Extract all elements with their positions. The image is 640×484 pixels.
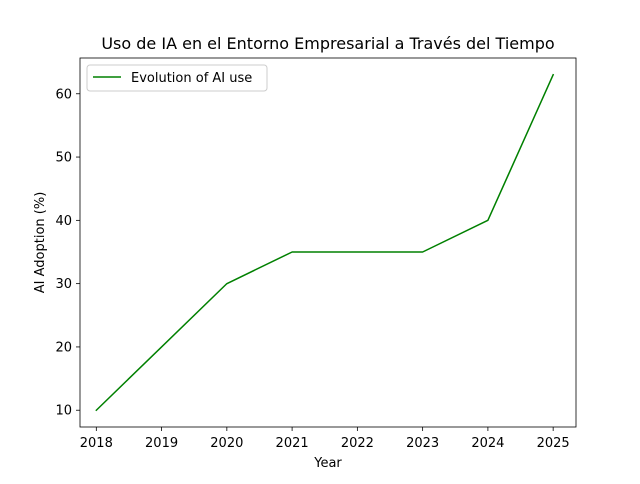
- y-tick-label: 10: [55, 404, 72, 419]
- plot-area: 2018 2019 2020 2021 2022 2023 2024 2025 10 20 30 4…: [55, 57, 577, 451]
- y-axis: 10 20 30 40 50 60: [55, 87, 80, 419]
- x-tick-label: 2023: [406, 436, 439, 451]
- legend: Evolution of AI use: [86, 64, 268, 92]
- y-tick-label: 60: [55, 87, 72, 102]
- plot-frame: [79, 57, 577, 428]
- x-tick-label: 2018: [80, 436, 113, 451]
- x-tick-label: 2021: [276, 436, 309, 451]
- x-tick-label: 2022: [341, 436, 374, 451]
- y-tick-label: 30: [55, 277, 72, 292]
- legend-box: [86, 64, 268, 92]
- y-tick-label: 20: [55, 340, 72, 355]
- x-tick-label: 2024: [471, 436, 504, 451]
- y-axis-label: AI Adoption (%): [33, 192, 48, 294]
- x-axis-label: Year: [313, 456, 342, 471]
- y-tick-label: 40: [55, 214, 72, 229]
- x-axis: 2018 2019 2020 2021 2022 2023 2024 2025: [80, 427, 570, 451]
- y-tick-label: 50: [55, 151, 72, 166]
- x-tick-label: 2025: [537, 436, 570, 451]
- x-tick-label: 2020: [210, 436, 243, 451]
- legend-label: Evolution of AI use: [131, 71, 252, 86]
- chart-title: Uso de IA en el Entorno Empresarial a Tr…: [101, 34, 554, 53]
- series-line-evolution-of-ai-use: [95, 73, 555, 412]
- x-tick-label: 2019: [145, 436, 178, 451]
